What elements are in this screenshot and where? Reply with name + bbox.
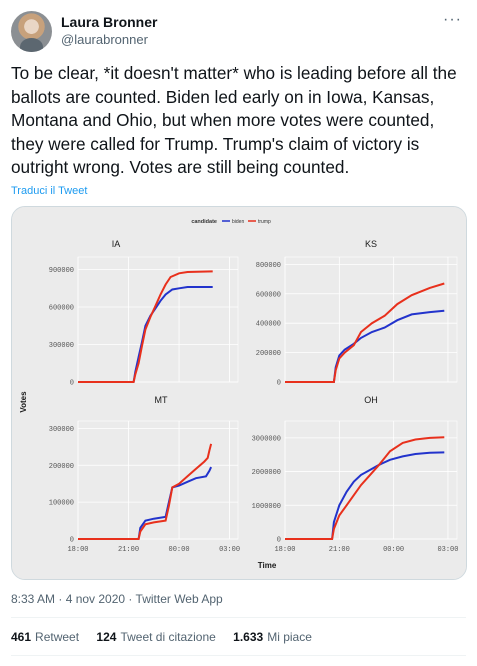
panel-plot-area xyxy=(77,420,239,540)
panel-title: MT xyxy=(155,395,168,405)
retweet-count: 461 xyxy=(11,630,32,644)
like-count-link[interactable]: 1.633 Mi piace xyxy=(233,630,312,644)
series-line-biden xyxy=(285,451,445,540)
x-tick-label: 18:00 xyxy=(67,546,88,554)
x-tick-label: 00:00 xyxy=(383,546,404,554)
quote-tweet-count: 124 xyxy=(96,630,117,644)
panel-plot-area xyxy=(77,256,239,383)
quote-tweet-count-link[interactable]: 124 Tweet di citazione xyxy=(96,630,215,644)
x-tick-label: 03:00 xyxy=(437,546,458,554)
divider xyxy=(11,655,466,656)
y-tick-label: 1000000 xyxy=(252,503,281,511)
retweet-count-link[interactable]: 461 Retweet xyxy=(11,630,79,644)
x-tick-label: 21:00 xyxy=(118,546,139,554)
tweet-header: Laura Bronner @laurabronner ··· xyxy=(11,11,466,53)
more-options-icon[interactable]: ··· xyxy=(443,11,462,28)
user-handle[interactable]: @laurabronner xyxy=(61,32,148,47)
y-tick-label: 0 xyxy=(277,380,281,388)
tweet-text: To be clear, *it doesn't matter* who is … xyxy=(11,63,462,177)
y-tick-label: 300000 xyxy=(49,342,74,350)
y-tick-label: 0 xyxy=(70,537,74,545)
series-line-trump xyxy=(285,436,445,540)
legend-label-biden: biden xyxy=(232,219,244,225)
y-tick-label: 300000 xyxy=(49,426,74,434)
series-line-trump xyxy=(78,270,213,383)
y-axis-title: Votes xyxy=(19,391,28,413)
series-line-trump xyxy=(285,282,445,383)
faceted-line-chart: candidate biden trump IA 0 300000 600000 900000… xyxy=(12,207,466,579)
y-tick-label: 100000 xyxy=(49,500,74,508)
y-tick-label: 800000 xyxy=(256,262,281,270)
y-tick-label: 400000 xyxy=(256,321,281,329)
y-tick-label: 900000 xyxy=(49,267,74,275)
engagement-stats: 461 Retweet 124 Tweet di citazione 1.633 Mi… xyxy=(11,630,326,644)
y-tick-label: 200000 xyxy=(49,463,74,471)
panel-plot-area xyxy=(284,256,458,383)
y-tick-label: 600000 xyxy=(256,291,281,299)
x-tick-label: 00:00 xyxy=(169,546,190,554)
avatar[interactable] xyxy=(11,11,52,52)
divider xyxy=(11,617,466,618)
x-axis-title: Time xyxy=(258,561,277,570)
panel-title: OH xyxy=(364,395,378,405)
like-count: 1.633 xyxy=(233,630,264,644)
y-tick-label: 2000000 xyxy=(252,469,281,477)
legend-label-trump: trump xyxy=(258,219,271,225)
series-line-trump xyxy=(78,443,213,540)
legend-title: candidate xyxy=(191,219,217,225)
y-tick-label: 200000 xyxy=(256,350,281,358)
retweet-label: Retweet xyxy=(35,630,80,644)
translate-tweet-link[interactable]: Traduci il Tweet xyxy=(11,185,88,197)
chart-image[interactable]: candidate biden trump IA 0 300000 600000 900000… xyxy=(11,206,467,580)
display-name[interactable]: Laura Bronner xyxy=(61,14,158,30)
y-tick-label: 3000000 xyxy=(252,435,281,443)
quote-tweet-label: Tweet di citazione xyxy=(120,630,216,644)
panel-title: KS xyxy=(365,239,377,249)
y-tick-label: 0 xyxy=(70,380,74,388)
y-tick-label: 600000 xyxy=(49,305,74,313)
x-tick-label: 18:00 xyxy=(274,546,295,554)
x-tick-label: 21:00 xyxy=(329,546,350,554)
y-tick-label: 0 xyxy=(277,537,281,545)
panel-plot-area xyxy=(284,420,458,540)
x-tick-label: 03:00 xyxy=(219,546,240,554)
panel-title: IA xyxy=(112,239,121,249)
like-label: Mi piace xyxy=(267,630,312,644)
tweet-timestamp[interactable]: 8:33 AM · 4 nov 2020 · Twitter Web App xyxy=(11,592,223,606)
